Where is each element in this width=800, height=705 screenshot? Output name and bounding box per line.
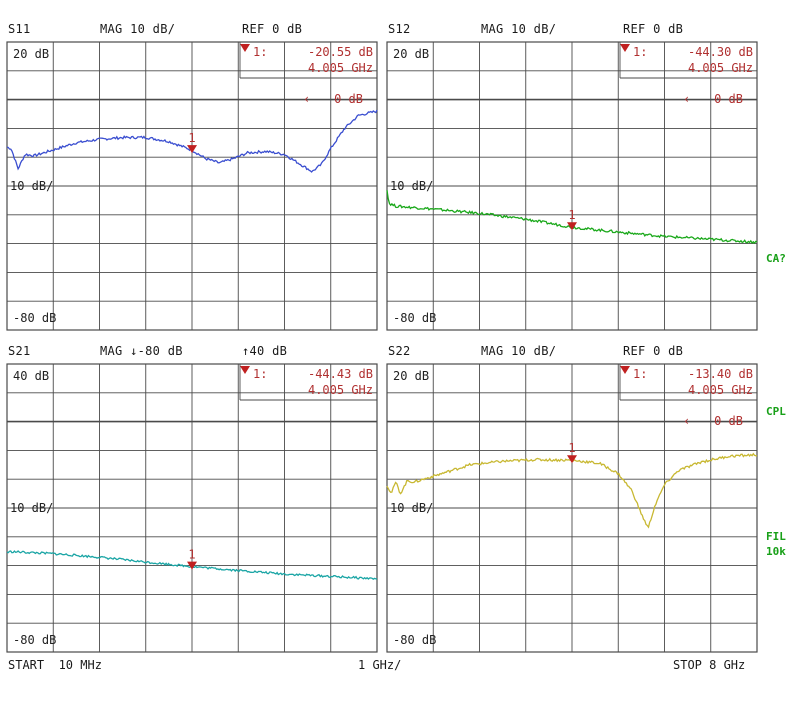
marker-readout-frequency: 4.005 GHz (308, 383, 373, 397)
s12-format-label: MAG 10 dB/ (481, 22, 557, 36)
marker-readout-frequency: 4.005 GHz (688, 383, 753, 397)
marker-readout-value: -20.55 dB (308, 45, 373, 59)
marker-number: 1 (188, 131, 195, 145)
marker-readout-triangle (240, 366, 250, 374)
s22-ref-label: REF 0 dB (623, 344, 684, 358)
marker-readout-value: -44.30 dB (688, 45, 753, 59)
reference-position-value: 0 dB (714, 92, 743, 106)
top-scale-label: 20 dB (13, 47, 49, 61)
marker-readout-triangle (240, 44, 250, 52)
marker-readout-value: -13.40 dB (688, 367, 753, 381)
marker-readout-triangle (620, 366, 630, 374)
marker-readout-label: 1: (633, 367, 647, 381)
scale-per-div-label: 10 dB/ (390, 501, 433, 515)
reference-position-icon: ‹ (683, 92, 690, 106)
s12-ref-label: REF 0 dB (623, 22, 684, 36)
s21-param-label: S21 (8, 344, 31, 358)
bottom-scale-label: -80 dB (13, 633, 56, 647)
marker-number: 1 (568, 208, 575, 222)
bottom-scale-label: -80 dB (393, 633, 436, 647)
top-scale-label: 40 dB (13, 369, 49, 383)
bottom-scale-label: -80 dB (393, 311, 436, 325)
marker-number: 1 (568, 441, 575, 455)
marker-triangle (187, 145, 197, 154)
reference-position-value: 0 dB (334, 92, 363, 106)
stop-frequency-label: STOP 8 GHz (673, 658, 746, 672)
marker-readout-label: 1: (253, 45, 267, 59)
marker-readout-label: 1: (633, 45, 647, 59)
s22-param-label: S22 (388, 344, 411, 358)
fil-status-label: FIL (766, 530, 786, 543)
reference-position-icon: ‹ (303, 92, 310, 106)
s11-param-label: S11 (8, 22, 31, 36)
s22-format-label: MAG 10 dB/ (481, 344, 557, 358)
s11-format-label: MAG 10 dB/ (100, 22, 176, 36)
panel-s21 (6, 363, 378, 653)
bandwidth-label: 10k (766, 545, 786, 558)
s21-ref-label: ↑40 dB (242, 344, 288, 358)
top-scale-label: 20 dB (393, 47, 429, 61)
reference-position-icon: ‹ (683, 414, 690, 428)
bottom-scale-label: -80 dB (13, 311, 56, 325)
marker-readout-frequency: 4.005 GHz (688, 61, 753, 75)
top-scale-label: 20 dB (393, 369, 429, 383)
s21-format-label: MAG ↓-80 dB (100, 344, 183, 358)
marker-triangle (187, 561, 197, 570)
marker-number: 1 (188, 548, 195, 562)
panel-s22 (386, 363, 758, 653)
ca-status-label: CA? (766, 252, 786, 265)
marker-readout-triangle (620, 44, 630, 52)
panel-s12 (386, 41, 758, 331)
cpl-status-label: CPL (766, 405, 786, 418)
reference-position-value: 0 dB (714, 414, 743, 428)
marker-readout-frequency: 4.005 GHz (308, 61, 373, 75)
marker-readout-value: -44.43 dB (308, 367, 373, 381)
start-frequency-label: START 10 MHz (8, 658, 102, 672)
marker-triangle (567, 222, 577, 231)
scale-per-div-label: 10 dB/ (10, 501, 53, 515)
scale-per-div-label: 10 dB/ (10, 179, 53, 193)
marker-triangle (567, 455, 577, 464)
s12-param-label: S12 (388, 22, 411, 36)
s11-ref-label: REF 0 dB (242, 22, 303, 36)
frequency-per-div-label: 1 GHz/ (358, 658, 402, 672)
panel-s11 (6, 41, 378, 331)
marker-readout-label: 1: (253, 367, 267, 381)
scale-per-div-label: 10 dB/ (390, 179, 433, 193)
